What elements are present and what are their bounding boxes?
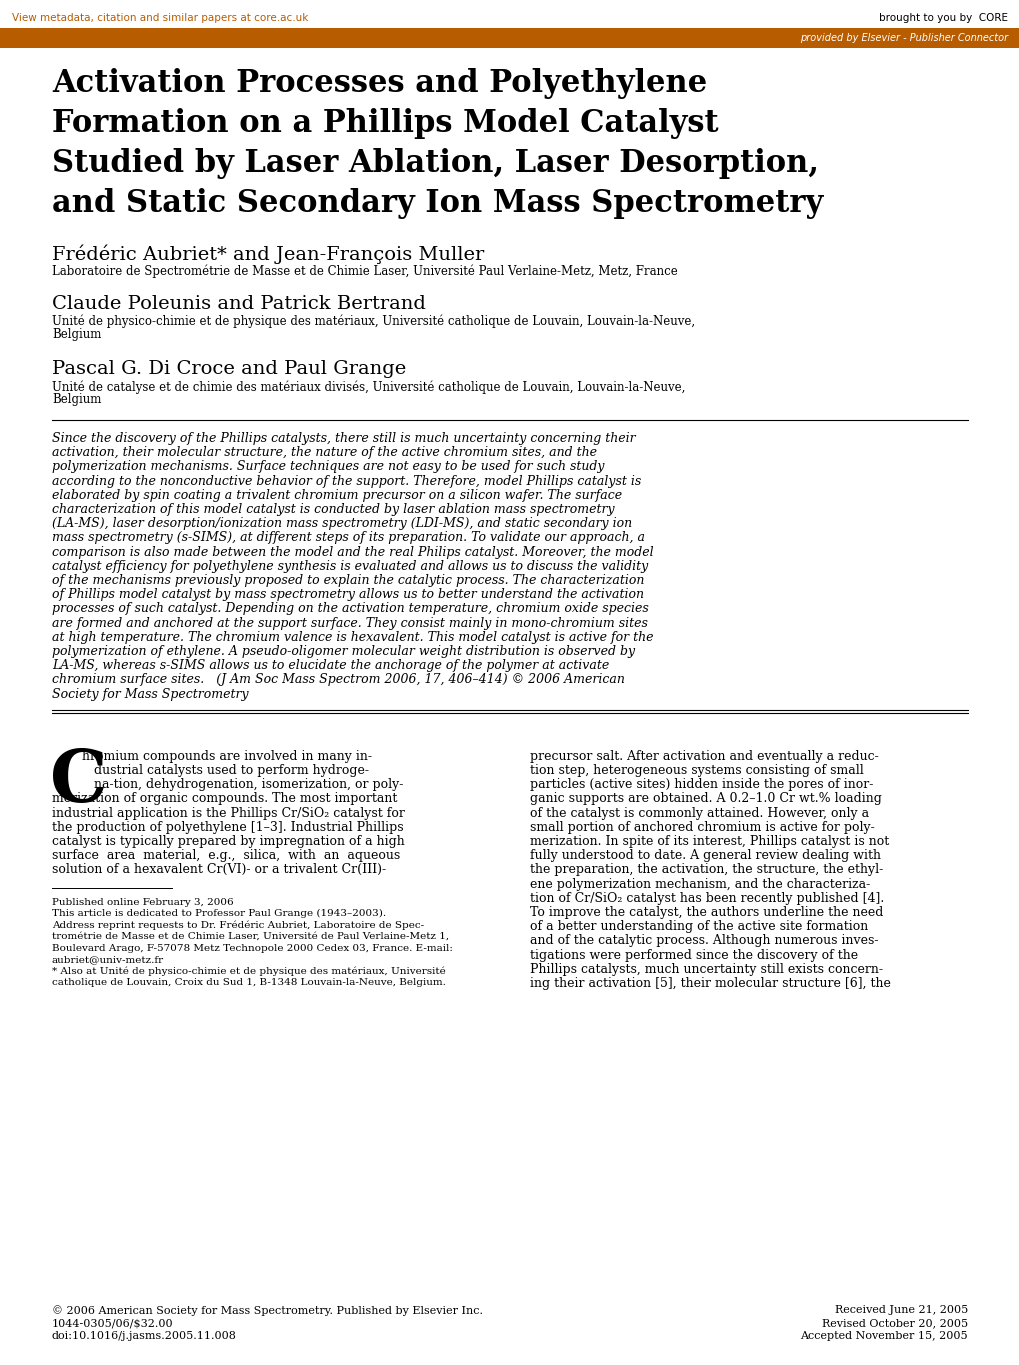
Text: elaborated by spin coating a trivalent chromium precursor on a silicon wafer. Th: elaborated by spin coating a trivalent c… [52, 489, 622, 502]
Text: doi:10.1016/j.jasms.2005.11.008: doi:10.1016/j.jasms.2005.11.008 [52, 1331, 236, 1340]
Text: fully understood to date. A general review dealing with: fully understood to date. A general revi… [530, 849, 880, 863]
Text: catalyst is typically prepared by impregnation of a high: catalyst is typically prepared by impreg… [52, 835, 405, 848]
Text: © 2006 American Society for Mass Spectrometry. Published by Elsevier Inc.: © 2006 American Society for Mass Spectro… [52, 1305, 483, 1316]
Text: Revised October 20, 2005: Revised October 20, 2005 [821, 1319, 967, 1328]
Text: mass spectrometry (s-SIMS), at different steps of its preparation. To validate o: mass spectrometry (s-SIMS), at different… [52, 531, 644, 545]
Text: characterization of this model catalyst is conducted by laser ablation mass spec: characterization of this model catalyst … [52, 502, 614, 516]
Text: ing their activation [5], their molecular structure [6], the: ing their activation [5], their molecula… [530, 977, 890, 990]
Text: polymerization of ethylene. A pseudo-oligomer molecular weight distribution is o: polymerization of ethylene. A pseudo-oli… [52, 646, 635, 658]
Text: ene polymerization mechanism, and the characteriza-: ene polymerization mechanism, and the ch… [530, 878, 869, 890]
Text: This article is dedicated to Professor Paul Grange (1943–2003).: This article is dedicated to Professor P… [52, 909, 386, 919]
Text: To improve the catalyst, the authors underline the need: To improve the catalyst, the authors und… [530, 906, 882, 919]
Text: precursor salt. After activation and eventually a reduc-: precursor salt. After activation and eve… [530, 749, 878, 763]
Text: solution of a hexavalent Cr(VI)- or a trivalent Cr(III)-: solution of a hexavalent Cr(VI)- or a tr… [52, 864, 386, 876]
Text: tigations were performed since the discovery of the: tigations were performed since the disco… [530, 949, 857, 961]
Text: * Also at Unité de physico-chimie et de physique des matériaux, Université: * Also at Unité de physico-chimie et de … [52, 966, 445, 976]
Text: Studied by Laser Ablation, Laser Desorption,: Studied by Laser Ablation, Laser Desorpt… [52, 147, 818, 179]
Text: Unité de physico-chimie et de physique des matériaux, Université catholique de L: Unité de physico-chimie et de physique d… [52, 315, 694, 329]
Text: trométrie de Masse et de Chimie Laser, Université de Paul Verlaine-Metz 1,: trométrie de Masse et de Chimie Laser, U… [52, 932, 448, 940]
Text: merization. In spite of its interest, Phillips catalyst is not: merization. In spite of its interest, Ph… [530, 835, 889, 848]
Text: activation, their molecular structure, the nature of the active chromium sites, : activation, their molecular structure, t… [52, 446, 596, 459]
Text: Frédéric Aubriet* and Jean-François Muller: Frédéric Aubriet* and Jean-François Mull… [52, 244, 484, 265]
Text: Accepted November 15, 2005: Accepted November 15, 2005 [800, 1331, 967, 1340]
Text: of the catalyst is commonly attained. However, only a: of the catalyst is commonly attained. Ho… [530, 807, 868, 819]
Text: polymerization mechanisms. Surface techniques are not easy to be used for such s: polymerization mechanisms. Surface techn… [52, 460, 604, 474]
Text: 1044-0305/06/$32.00: 1044-0305/06/$32.00 [52, 1319, 173, 1328]
Text: Unité de catalyse et de chimie des matériaux divisés, Université catholique de L: Unité de catalyse et de chimie des matér… [52, 379, 685, 393]
Text: industrial application is the Phillips Cr/SiO₂ catalyst for: industrial application is the Phillips C… [52, 807, 405, 819]
Text: tion step, heterogeneous systems consisting of small: tion step, heterogeneous systems consist… [530, 764, 863, 777]
Text: C: C [50, 745, 107, 816]
Text: Activation Processes and Polyethylene: Activation Processes and Polyethylene [52, 68, 706, 100]
Text: Laboratoire de Spectrométrie de Masse et de Chimie Laser, Université Paul Verlai: Laboratoire de Spectrométrie de Masse et… [52, 265, 677, 278]
Text: surface  area  material,  e.g.,  silica,  with  an  aqueous: surface area material, e.g., silica, wit… [52, 849, 399, 863]
Text: Boulevard Arago, F-57078 Metz Technopole 2000 Cedex 03, France. E-mail:: Boulevard Arago, F-57078 Metz Technopole… [52, 943, 452, 953]
Text: of the mechanisms previously proposed to explain the catalytic process. The char: of the mechanisms previously proposed to… [52, 575, 644, 587]
Text: Formation on a Phillips Model Catalyst: Formation on a Phillips Model Catalyst [52, 108, 718, 139]
Text: Received June 21, 2005: Received June 21, 2005 [834, 1305, 967, 1314]
Text: Pascal G. Di Croce and Paul Grange: Pascal G. Di Croce and Paul Grange [52, 360, 406, 378]
Text: Published online February 3, 2006: Published online February 3, 2006 [52, 898, 233, 906]
Text: hromium compounds are involved in many in-: hromium compounds are involved in many i… [82, 749, 372, 763]
Text: the production of polyethylene [1–3]. Industrial Phillips: the production of polyethylene [1–3]. In… [52, 820, 404, 834]
Text: Belgium: Belgium [52, 393, 101, 405]
Text: provided by Elsevier - Publisher Connector: provided by Elsevier - Publisher Connect… [799, 33, 1007, 44]
Text: View metadata, citation and similar papers at core.ac.uk: View metadata, citation and similar pape… [12, 14, 308, 23]
Text: of a better understanding of the active site formation: of a better understanding of the active … [530, 920, 867, 934]
Text: according to the nonconductive behavior of the support. Therefore, model Phillip: according to the nonconductive behavior … [52, 475, 641, 487]
Bar [0, 29, 1019, 48]
Text: tion of Cr/SiO₂ catalyst has been recently published [4].: tion of Cr/SiO₂ catalyst has been recent… [530, 891, 883, 905]
Text: Society for Mass Spectrometry: Society for Mass Spectrometry [52, 688, 249, 700]
Text: merization of organic compounds. The most important: merization of organic compounds. The mos… [52, 793, 397, 805]
Text: of Phillips model catalyst by mass spectrometry allows us to better understand t: of Phillips model catalyst by mass spect… [52, 588, 643, 601]
Text: the preparation, the activation, the structure, the ethyl-: the preparation, the activation, the str… [530, 864, 882, 876]
Text: catholique de Louvain, Croix du Sud 1, B-1348 Louvain-la-Neuve, Belgium.: catholique de Louvain, Croix du Sud 1, B… [52, 979, 445, 987]
Text: particles (active sites) hidden inside the pores of inor-: particles (active sites) hidden inside t… [530, 778, 872, 792]
Text: at high temperature. The chromium valence is hexavalent. This model catalyst is : at high temperature. The chromium valenc… [52, 631, 653, 644]
Text: brought to you by  CORE: brought to you by CORE [878, 14, 1007, 23]
Text: processes of such catalyst. Depending on the activation temperature, chromium ox: processes of such catalyst. Depending on… [52, 602, 648, 616]
Text: small portion of anchored chromium is active for poly-: small portion of anchored chromium is ac… [530, 820, 874, 834]
Text: Since the discovery of the Phillips catalysts, there still is much uncertainty c: Since the discovery of the Phillips cata… [52, 431, 635, 445]
Text: dustrial catalysts used to perform hydroge-: dustrial catalysts used to perform hydro… [82, 764, 369, 777]
Text: LA-MS, whereas s-SIMS allows us to elucidate the anchorage of the polymer at act: LA-MS, whereas s-SIMS allows us to eluci… [52, 659, 608, 672]
Text: (LA-MS), laser desorption/ionization mass spectrometry (LDI-MS), and static seco: (LA-MS), laser desorption/ionization mas… [52, 517, 632, 530]
Text: comparison is also made between the model and the real Philips catalyst. Moreove: comparison is also made between the mode… [52, 546, 653, 558]
Text: na-tion, dehydrogenation, isomerization, or poly-: na-tion, dehydrogenation, isomerization,… [82, 778, 403, 792]
Text: Belgium: Belgium [52, 328, 101, 341]
Text: ganic supports are obtained. A 0.2–1.0 Cr wt.% loading: ganic supports are obtained. A 0.2–1.0 C… [530, 793, 881, 805]
Text: chromium surface sites.   (J Am Soc Mass Spectrom 2006, 17, 406–414) © 2006 Amer: chromium surface sites. (J Am Soc Mass S… [52, 673, 625, 687]
Text: catalyst efficiency for polyethylene synthesis is evaluated and allows us to dis: catalyst efficiency for polyethylene syn… [52, 560, 648, 573]
Text: Claude Poleunis and Patrick Bertrand: Claude Poleunis and Patrick Bertrand [52, 295, 426, 313]
Text: and Static Secondary Ion Mass Spectrometry: and Static Secondary Ion Mass Spectromet… [52, 188, 822, 218]
Text: Address reprint requests to Dr. Frédéric Aubriet, Laboratoire de Spec-: Address reprint requests to Dr. Frédéric… [52, 920, 424, 930]
Text: Phillips catalysts, much uncertainty still exists concern-: Phillips catalysts, much uncertainty sti… [530, 962, 882, 976]
Text: are formed and anchored at the support surface. They consist mainly in mono-chro: are formed and anchored at the support s… [52, 617, 647, 629]
Text: aubriet@univ-metz.fr: aubriet@univ-metz.fr [52, 955, 164, 964]
Text: and of the catalytic process. Although numerous inves-: and of the catalytic process. Although n… [530, 935, 877, 947]
